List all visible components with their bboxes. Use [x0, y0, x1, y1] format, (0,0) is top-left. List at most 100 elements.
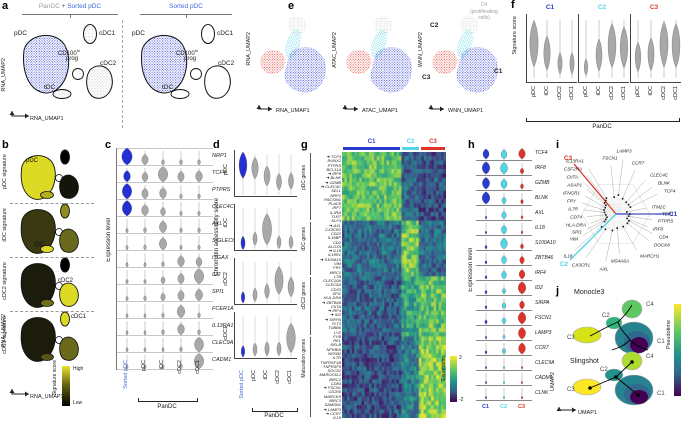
- g-gene-row: IL3RA: [313, 208, 341, 214]
- umap-plot-pandc: pDC cDC1 CD100hi prog cDC2 tDC: [10, 22, 120, 110]
- cdc1-blob: [60, 311, 70, 327]
- g-gene-row: FLT3: [313, 319, 341, 325]
- leader-line: [626, 180, 646, 203]
- d-row-label: pDC: [223, 164, 229, 176]
- i-gene-label: CCR7: [632, 161, 645, 166]
- region-label-cdc2: cDC2: [100, 60, 117, 67]
- gene-label: CADM1: [212, 357, 232, 363]
- b-tag-label: cDC2: [58, 278, 74, 284]
- cdc1-blob: [83, 24, 97, 44]
- pole-axis-c2: [569, 213, 617, 261]
- gene-label: FYB: [333, 333, 341, 339]
- g-gene-labels: ➔TCF4 RUNX2 PTPRS BCL11A ➔IRF8 ➔BLNK ➔GZMB ➔CLE…: [313, 152, 341, 419]
- i-gene-label: IL18: [564, 254, 573, 259]
- gene-label: ID2: [334, 312, 341, 318]
- panel-c: c Expression level NRP1 TCF4 PTPRS CLEC4C AX…: [104, 138, 235, 422]
- i-gene-label: TCF4: [664, 189, 676, 194]
- gene-label: IL18: [333, 248, 341, 254]
- monocle3-title: Monocle3: [574, 289, 605, 296]
- g-arrow-icon: ➔: [330, 312, 334, 318]
- gene-label: CLEC10A: [323, 278, 341, 284]
- leader-line: [627, 223, 649, 241]
- i-gene-label: CD4: [659, 235, 669, 240]
- pdc-blob: [20, 317, 56, 362]
- violin-row: NRP1: [117, 147, 227, 166]
- c-column-label: pDC: [141, 360, 147, 372]
- gene-label: TCF4: [331, 154, 341, 159]
- gene-label: IRF7: [332, 205, 341, 211]
- panel-g: g C1 C2 C3 ➔TCF4 RUNX2 PTPRS BCL11A ➔IRF8 ➔BLNK…: [300, 138, 468, 422]
- b-plot-4: cDC1 cDC1 signature: [2, 310, 102, 364]
- g-gene-row: IL18BP: [313, 233, 341, 240]
- c4-cluster: [287, 15, 307, 36]
- gene-point: [605, 214, 607, 216]
- panel-letter-g: g: [301, 139, 308, 151]
- f-group-label-c3: C3: [649, 4, 659, 11]
- gene-label: AXL: [212, 221, 223, 227]
- i-gene-label: CX3CR1: [572, 263, 591, 268]
- monocle3-trajectory: [589, 304, 649, 351]
- g-gene-row: ➔GZMB: [313, 178, 341, 185]
- d-violin-row: pDC: [223, 150, 298, 204]
- gene-label: CX3CR1: [325, 226, 341, 232]
- h-violin-row: BLNK: [476, 191, 548, 206]
- c-column-label: cDC2: [177, 360, 183, 374]
- gene-label: FSCN1: [327, 385, 341, 391]
- g-arrow-icon: ➔: [327, 308, 332, 314]
- slingshot-plot: C4 C2 C3 C1: [567, 351, 665, 406]
- gene-label: MARCKSL1: [319, 372, 341, 378]
- panel-e: e RNA_UMAP2 RNA_UMAP1 ATAC_UMAP2 ATAC_UMAP1…: [242, 0, 510, 138]
- g-gene-row: FYB: [313, 332, 341, 339]
- g-group-line: [310, 221, 311, 276]
- c1-cluster: [370, 47, 412, 93]
- g-gene-row: RUNX2: [313, 156, 341, 163]
- gene-label: VIM: [333, 261, 341, 267]
- g-gene-row: ➔S100A10: [313, 255, 341, 261]
- g-group-tdc-genes: tDC genes: [301, 221, 311, 277]
- panel-letter-e: e: [288, 0, 295, 12]
- signature-colorbar-title: Signature score: [52, 360, 58, 396]
- i-gene-label: CLEC4C: [650, 173, 669, 178]
- colorbar-low-label: Low: [73, 400, 83, 406]
- i-gene-label: PTPRS: [658, 219, 674, 224]
- region-label-pdc: pDC: [14, 30, 28, 37]
- panel-h: h Expression level TCF4 IRF8 GZMB BLNK AXL IL…: [468, 138, 556, 422]
- h-violin-row: AXL: [476, 206, 548, 221]
- g-gene-row: SELL: [313, 186, 341, 193]
- d-pandc-bracket: [252, 408, 298, 412]
- g-gene-row: ➔IRF8: [313, 169, 341, 175]
- g-gene-row: CLEC10A: [313, 276, 341, 284]
- g-gene-row: LTB: [313, 272, 341, 278]
- g-arrow-icon: ➔: [326, 175, 330, 181]
- g-gene-row: KLF4: [313, 216, 341, 223]
- g-arrow-icon: ➔: [323, 406, 327, 412]
- gene-label: RELB: [330, 342, 341, 348]
- g-arrow-icon: ➔: [325, 179, 329, 185]
- f-tick-label: pDC: [635, 86, 641, 98]
- gene-point: [605, 199, 607, 202]
- h-violin-row: IL18: [476, 221, 548, 236]
- g-gene-row: ➔ID2: [313, 310, 341, 318]
- gene-point: [606, 216, 608, 219]
- gene-point: [604, 206, 606, 209]
- expression-max-label: 2: [459, 355, 462, 361]
- pole-label-c3: C3: [564, 155, 573, 162]
- gene-label: FRY: [333, 265, 341, 271]
- h-column-label-c1: C1: [482, 404, 490, 410]
- region-label-cdc1: cDC1: [217, 30, 234, 37]
- f-group-label-c2: C2: [597, 4, 607, 11]
- leader-line: [626, 207, 647, 213]
- leader-line: [627, 218, 648, 228]
- cd100-sup: hi: [194, 48, 198, 53]
- g-gene-row: ➔CCR7: [313, 409, 341, 415]
- gene-label: AXL: [333, 222, 341, 228]
- gene-label: GZMB: [535, 180, 550, 186]
- g-gene-row: ➔SIRPA: [313, 315, 341, 321]
- d-violin-row: cDC1: [223, 312, 298, 366]
- gene-label: IL13RA1: [212, 323, 234, 329]
- g-gene-row: ➔CLEC4C: [313, 182, 341, 188]
- cdc2-blob: [59, 282, 79, 307]
- monocle3-c4-label: C4: [646, 302, 654, 308]
- d-violin-rows: pDC tDC cDC2 cDC1: [223, 150, 298, 366]
- j-x-axis-label: UMAP1: [578, 410, 597, 416]
